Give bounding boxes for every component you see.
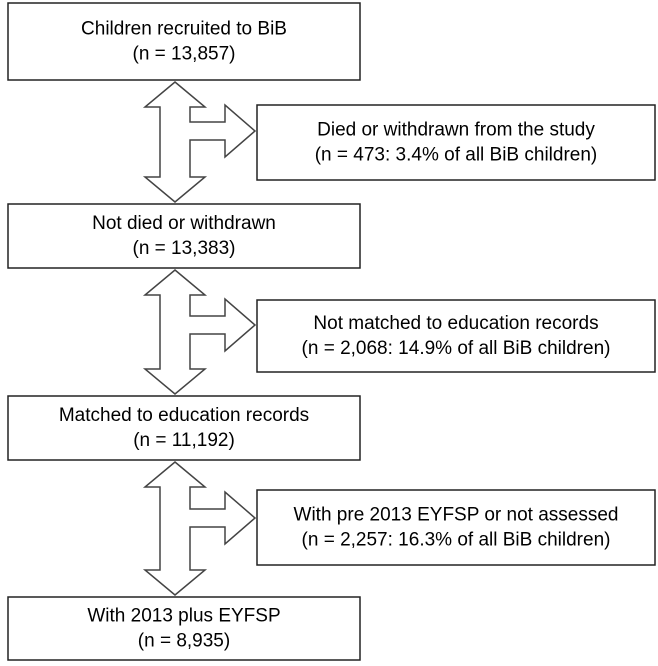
node-box	[7, 596, 361, 661]
node-label: With pre 2013 EYFSP or not assessed	[294, 505, 619, 526]
node-count: (n = 2,068: 14.9% of all BiB children)	[302, 338, 611, 359]
node-box	[256, 299, 656, 373]
node-box	[7, 2, 361, 81]
node-box	[7, 203, 361, 269]
node-count: (n = 2,257: 16.3% of all BiB children)	[302, 530, 611, 551]
node-label: Children recruited to BiB	[81, 19, 287, 40]
node-box	[256, 489, 656, 566]
node-count: (n = 8,935)	[138, 631, 230, 652]
arrow	[142, 461, 257, 596]
node-label: Matched to education records	[59, 405, 309, 426]
node-count: (n = 11,192)	[133, 430, 235, 451]
arrow	[142, 269, 257, 395]
node-label: Not matched to education records	[313, 313, 598, 334]
node-count: (n = 13,383)	[133, 238, 236, 259]
arrow	[142, 81, 257, 203]
node-count: (n = 473: 3.4% of all BiB children)	[315, 145, 598, 166]
node-label: Not died or withdrawn	[92, 213, 276, 234]
node-label: Died or withdrawn from the study	[317, 120, 595, 141]
node-box	[256, 104, 656, 181]
node-label: With 2013 plus EYFSP	[87, 606, 280, 627]
node-count: (n = 13,857)	[133, 44, 236, 65]
node-box	[7, 395, 361, 461]
